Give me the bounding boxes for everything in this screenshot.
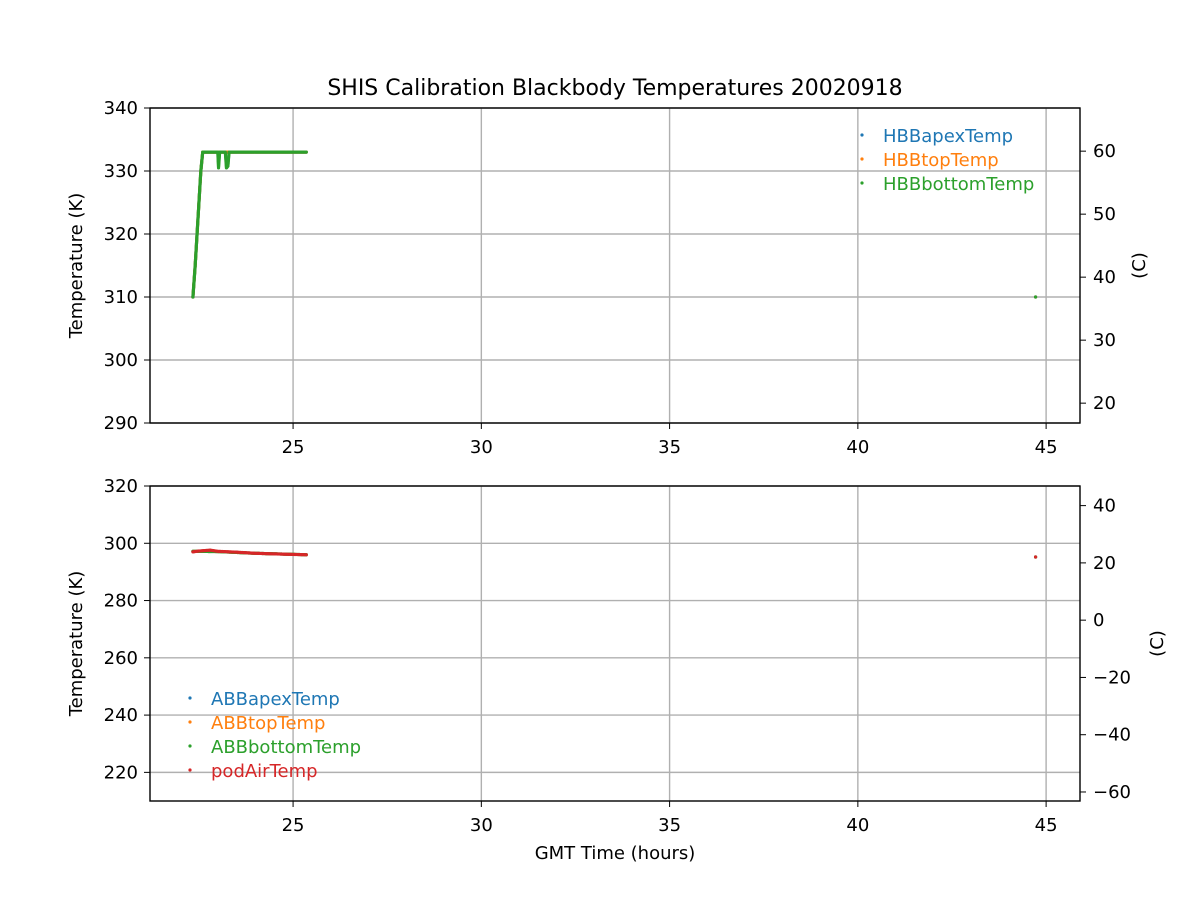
series-ABBtopTemp bbox=[191, 549, 1038, 559]
axes-frame bbox=[149, 485, 1081, 802]
series-HBBapexTemp bbox=[191, 150, 1038, 299]
y-tick-label: 300 bbox=[104, 533, 138, 554]
series-HBBtopTemp bbox=[191, 150, 1038, 299]
y-right-tick-label: 50 bbox=[1093, 204, 1116, 225]
y-tick-label: 320 bbox=[104, 224, 138, 245]
plot-area bbox=[191, 150, 1038, 299]
x-tick-label: 30 bbox=[470, 815, 493, 836]
y-right-tick-label: −60 bbox=[1093, 782, 1131, 803]
y-right-tick-label: 40 bbox=[1093, 496, 1116, 517]
legend-entry: HBBapexTemp bbox=[883, 126, 1013, 147]
data-point bbox=[1033, 295, 1038, 299]
legend-entry: HBBbottomTemp bbox=[883, 174, 1034, 195]
x-axis-label: GMT Time (hours) bbox=[535, 843, 696, 864]
y-tick-label: 330 bbox=[104, 161, 138, 182]
axes-frame bbox=[149, 107, 1081, 424]
y-right-tick-label: 30 bbox=[1093, 330, 1116, 351]
legend-entry: ABBbottomTemp bbox=[211, 737, 361, 758]
legend-marker bbox=[188, 720, 192, 724]
legend-entry: HBBtopTemp bbox=[883, 150, 999, 171]
x-tick-label: 25 bbox=[282, 437, 305, 458]
y-tick-label: 240 bbox=[104, 705, 138, 726]
y-right-axis-label: (C) bbox=[1147, 630, 1168, 657]
legend: ABBapexTemp ABBtopTemp ABBbottomTemp podAir… bbox=[188, 689, 361, 782]
legend-entry: podAirTemp bbox=[211, 761, 318, 782]
series-ABBbottomTemp bbox=[191, 549, 1038, 559]
data-point bbox=[1033, 555, 1038, 559]
series-ABBapexTemp bbox=[191, 549, 1038, 559]
y-right-axis-label: (C) bbox=[1129, 252, 1150, 279]
legend-marker bbox=[860, 133, 864, 137]
x-tick-label: 40 bbox=[846, 437, 869, 458]
y-right-tick-label: 0 bbox=[1093, 610, 1104, 631]
y-right-tick-label: 40 bbox=[1093, 267, 1116, 288]
series-podAirTemp bbox=[191, 548, 1038, 559]
y-tick-label: 260 bbox=[104, 648, 138, 669]
y-right-tick-label: 20 bbox=[1093, 553, 1116, 574]
y-right-tick-label: −20 bbox=[1093, 667, 1131, 688]
legend-entry: ABBtopTemp bbox=[211, 713, 325, 734]
legend: HBBapexTemp HBBtopTemp HBBbottomTemp bbox=[860, 126, 1034, 195]
x-tick-label: 40 bbox=[846, 815, 869, 836]
legend-entry: ABBapexTemp bbox=[211, 689, 340, 710]
y-tick-label: 280 bbox=[104, 591, 138, 612]
legend-marker bbox=[188, 696, 192, 700]
data-point bbox=[304, 150, 308, 154]
x-tick-label: 45 bbox=[1035, 815, 1058, 836]
y-tick-label: 310 bbox=[104, 287, 138, 308]
y-tick-label: 340 bbox=[104, 98, 138, 119]
y-right-tick-label: −40 bbox=[1093, 725, 1131, 746]
x-tick-label: 35 bbox=[658, 437, 681, 458]
legend-marker bbox=[188, 744, 192, 748]
y-tick-label: 290 bbox=[104, 413, 138, 434]
legend-marker bbox=[860, 157, 864, 161]
data-point bbox=[304, 553, 308, 557]
series-HBBbottomTemp bbox=[191, 150, 1038, 299]
legend-marker bbox=[188, 768, 192, 772]
x-tick-label: 45 bbox=[1035, 437, 1058, 458]
panel-2: 25 30 35 40 45 220 240 260 280 300 320 −60 −40 −20 0 20… bbox=[66, 476, 1168, 864]
y-tick-label: 320 bbox=[104, 476, 138, 497]
panel-1: 25 30 35 40 45 290 300 310 320 330 340 20 30 40 50 60 Te… bbox=[66, 98, 1150, 458]
chart-title: SHIS Calibration Blackbody Temperatures … bbox=[327, 76, 902, 101]
x-tick-label: 25 bbox=[282, 815, 305, 836]
y-right-tick-label: 20 bbox=[1093, 393, 1116, 414]
x-tick-label: 30 bbox=[470, 437, 493, 458]
y-right-tick-label: 60 bbox=[1093, 141, 1116, 162]
plot-area bbox=[191, 548, 1038, 559]
y-axis-label: Temperature (K) bbox=[66, 193, 87, 340]
y-axis-label: Temperature (K) bbox=[66, 571, 87, 718]
y-tick-label: 220 bbox=[104, 762, 138, 783]
y-tick-label: 300 bbox=[104, 350, 138, 371]
legend-marker bbox=[860, 181, 864, 185]
x-tick-label: 35 bbox=[658, 815, 681, 836]
